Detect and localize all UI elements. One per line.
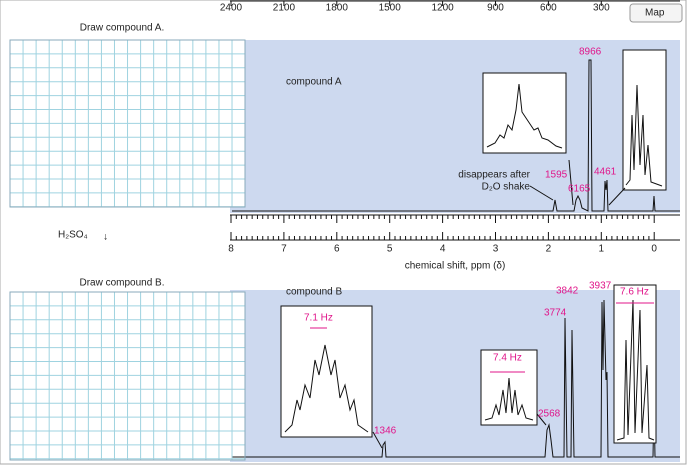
coupling: 7.6 Hz: [620, 287, 649, 298]
grid-a: [9, 39, 246, 208]
tick-label: 1200: [431, 3, 454, 14]
tick-label: 600: [540, 3, 557, 14]
grid-b: [9, 291, 246, 461]
peak-label: 3774: [544, 308, 567, 319]
spectrum-a-panel: [230, 40, 680, 213]
tick-label: 4: [440, 244, 446, 255]
axis-title: chemical shift, ppm (δ): [405, 261, 506, 272]
peak-label: 8966: [579, 47, 602, 58]
inset: [280, 305, 373, 438]
tick-label: 0: [651, 244, 657, 255]
peak-label: 6165: [568, 184, 591, 195]
inset-curve: [284, 344, 369, 433]
prompt-b: Draw compound B.: [79, 278, 164, 289]
tick-label: 5: [387, 244, 393, 255]
tick-label: 8: [228, 244, 234, 255]
reaction-arrow: ↓: [103, 232, 108, 243]
tick-label: 1500: [379, 3, 402, 14]
pointer: [372, 431, 383, 449]
spectrum-label: compound A: [286, 77, 342, 88]
tick-label: 7: [281, 244, 287, 255]
pointer: [536, 413, 547, 426]
map-button[interactable]: [629, 3, 683, 23]
spectrum-a: [232, 59, 680, 212]
coupling: 7.4 Hz: [493, 353, 522, 364]
pointer: [529, 185, 554, 201]
tick-label: 6: [334, 244, 340, 255]
note: disappears after: [458, 170, 530, 181]
tick-label: 1800: [326, 3, 349, 14]
spectrum-b: [232, 299, 680, 458]
coupling: 7.1 Hz: [304, 313, 333, 324]
ppm-axis: 8 7 6 5 4 3 2 1 0: [228, 215, 657, 255]
pointer: [568, 159, 574, 206]
tick-label: 900: [487, 3, 504, 14]
tick-label: 2400: [220, 3, 243, 14]
peak-label: 1595: [545, 170, 568, 181]
tick-label: 3: [493, 244, 499, 255]
tick-label: 300: [593, 3, 610, 14]
top-axis-group: 2400 2100 1800 1500 1200 900 600 300: [220, 1, 610, 14]
inset-curve: [616, 299, 655, 441]
tick-label: 2100: [273, 3, 296, 14]
prompt-a: Draw compound A.: [80, 23, 165, 34]
map-label[interactable]: Map: [645, 8, 665, 19]
inset: [480, 349, 538, 426]
peak-label: 1346: [374, 426, 397, 437]
tick-label: 1: [599, 244, 605, 255]
peak-label: 4461: [594, 167, 617, 178]
inset: [482, 72, 567, 154]
spectrum-label: compound B: [286, 287, 342, 298]
pointer: [608, 187, 626, 206]
inset-curve: [625, 84, 663, 187]
inset-curve: [484, 377, 534, 421]
tick-label: 2: [546, 244, 552, 255]
reagent: H₂SO₄: [58, 230, 88, 241]
peak-label: 3842: [556, 286, 579, 297]
peak-label: 2568: [538, 409, 561, 420]
peak-label: 3937: [589, 281, 612, 292]
note: D₂O shake: [482, 182, 531, 193]
inset-curve: [486, 83, 563, 149]
